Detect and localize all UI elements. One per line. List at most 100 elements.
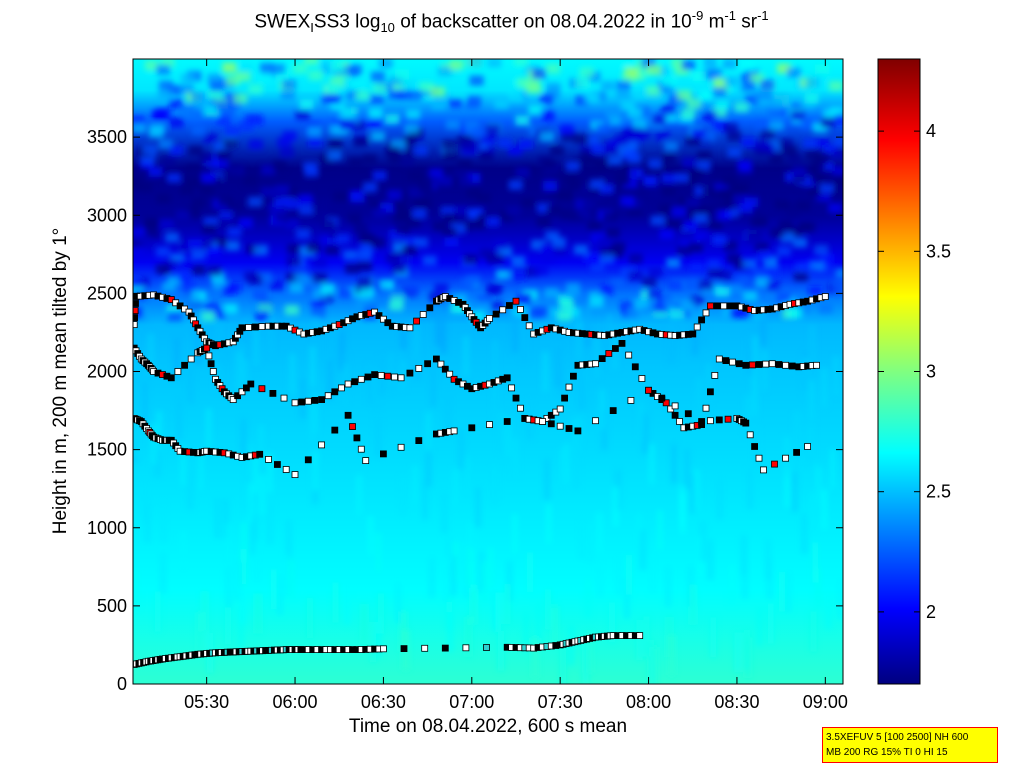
- texture-cell: [834, 175, 843, 186]
- texture-cell: [760, 79, 775, 90]
- texture-cell: [286, 199, 300, 210]
- texture-cell: [201, 311, 215, 322]
- texture-cell: [506, 561, 513, 602]
- texture-cell: [766, 281, 781, 292]
- texture-cell: [255, 311, 270, 321]
- texture-cell: [648, 444, 655, 485]
- texture-cell: [339, 288, 354, 299]
- texture-cell: [400, 476, 407, 517]
- layer-point: [760, 466, 767, 474]
- texture-cell: [375, 417, 382, 458]
- texture-cell: [686, 277, 701, 288]
- texture-cell: [629, 168, 644, 179]
- texture-cell: [821, 367, 828, 408]
- texture-cell: [443, 150, 458, 161]
- texture-cell: [327, 150, 342, 161]
- texture-cell: [609, 602, 615, 643]
- texture-cell: [375, 532, 382, 573]
- texture-cell: [718, 188, 733, 199]
- texture-cell: [633, 89, 648, 100]
- texture-cell: [543, 180, 557, 191]
- texture-cell: [535, 603, 542, 644]
- layer-point: [762, 360, 770, 368]
- texture-cell: [511, 513, 518, 554]
- texture-cell: [260, 187, 275, 197]
- texture-cell: [776, 246, 791, 257]
- texture-cell: [235, 559, 242, 600]
- texture-cell: [225, 604, 232, 645]
- layer-point: [167, 374, 175, 382]
- texture-cell: [774, 93, 789, 104]
- texture-cell: [512, 265, 527, 276]
- texture-cell: [681, 108, 696, 119]
- texture-cell: [659, 229, 674, 240]
- texture-cell: [540, 131, 555, 142]
- texture-cell: [312, 257, 327, 268]
- texture-cell: [392, 200, 407, 211]
- texture-cell: [668, 94, 683, 105]
- texture-cell: [833, 136, 843, 147]
- texture-cell: [515, 115, 530, 126]
- texture-cell: [683, 220, 698, 231]
- texture-cell: [252, 453, 259, 494]
- texture-cell: [399, 349, 406, 390]
- texture-cell: [340, 119, 355, 130]
- texture-cell: [816, 467, 823, 508]
- texture-cell: [702, 111, 717, 122]
- texture-cell: [690, 584, 696, 625]
- texture-cell: [133, 115, 145, 126]
- texture-cell: [811, 160, 826, 171]
- texture-cell: [497, 630, 504, 671]
- texture-cell: [280, 147, 294, 158]
- surface-layer-point: [483, 644, 490, 651]
- texture-cell: [472, 126, 487, 137]
- layer-point: [397, 374, 405, 382]
- texture-cell: [369, 94, 384, 105]
- texture-cell: [154, 591, 161, 632]
- texture-cell: [287, 557, 294, 598]
- texture-cell: [755, 120, 770, 131]
- layer-point: [273, 461, 281, 468]
- layer-point: [205, 352, 213, 360]
- texture-cell: [370, 621, 377, 662]
- texture-cell: [736, 275, 751, 286]
- texture-cell: [389, 300, 404, 311]
- texture-cell: [578, 415, 585, 456]
- texture-cell: [757, 141, 772, 152]
- texture-cell: [572, 417, 579, 458]
- texture-cell: [815, 138, 830, 148]
- layer-point: [813, 361, 820, 369]
- texture-cell: [668, 323, 675, 364]
- layer-point: [331, 426, 339, 434]
- texture-cell: [167, 85, 182, 96]
- texture-cell: [213, 141, 228, 152]
- layer-point: [547, 420, 555, 428]
- texture-cell: [408, 187, 423, 198]
- texture-cell: [573, 448, 580, 489]
- texture-cell: [207, 265, 222, 276]
- texture-cell: [169, 117, 184, 128]
- texture-cell: [650, 215, 665, 226]
- texture-cell: [452, 293, 467, 304]
- texture-cell: [798, 221, 813, 232]
- texture-cell: [332, 322, 339, 363]
- texture-cell: [465, 616, 472, 657]
- texture-cell: [486, 123, 501, 134]
- texture-cell: [328, 124, 343, 135]
- texture-cell: [710, 196, 725, 207]
- texture-cell: [144, 60, 159, 71]
- texture-cell: [150, 424, 157, 464]
- texture-cell: [308, 70, 323, 81]
- texture-cell: [275, 184, 290, 195]
- texture-cell: [476, 192, 491, 203]
- texture-cell: [707, 539, 714, 580]
- texture-cell: [586, 255, 601, 266]
- texture-cell: [546, 83, 561, 93]
- texture-cell: [653, 302, 668, 313]
- texture-cell: [671, 59, 686, 68]
- texture-cell: [180, 106, 195, 117]
- texture-cell: [488, 283, 503, 294]
- texture-cell: [312, 272, 327, 283]
- texture-cell: [575, 319, 582, 360]
- texture-cell: [222, 498, 229, 539]
